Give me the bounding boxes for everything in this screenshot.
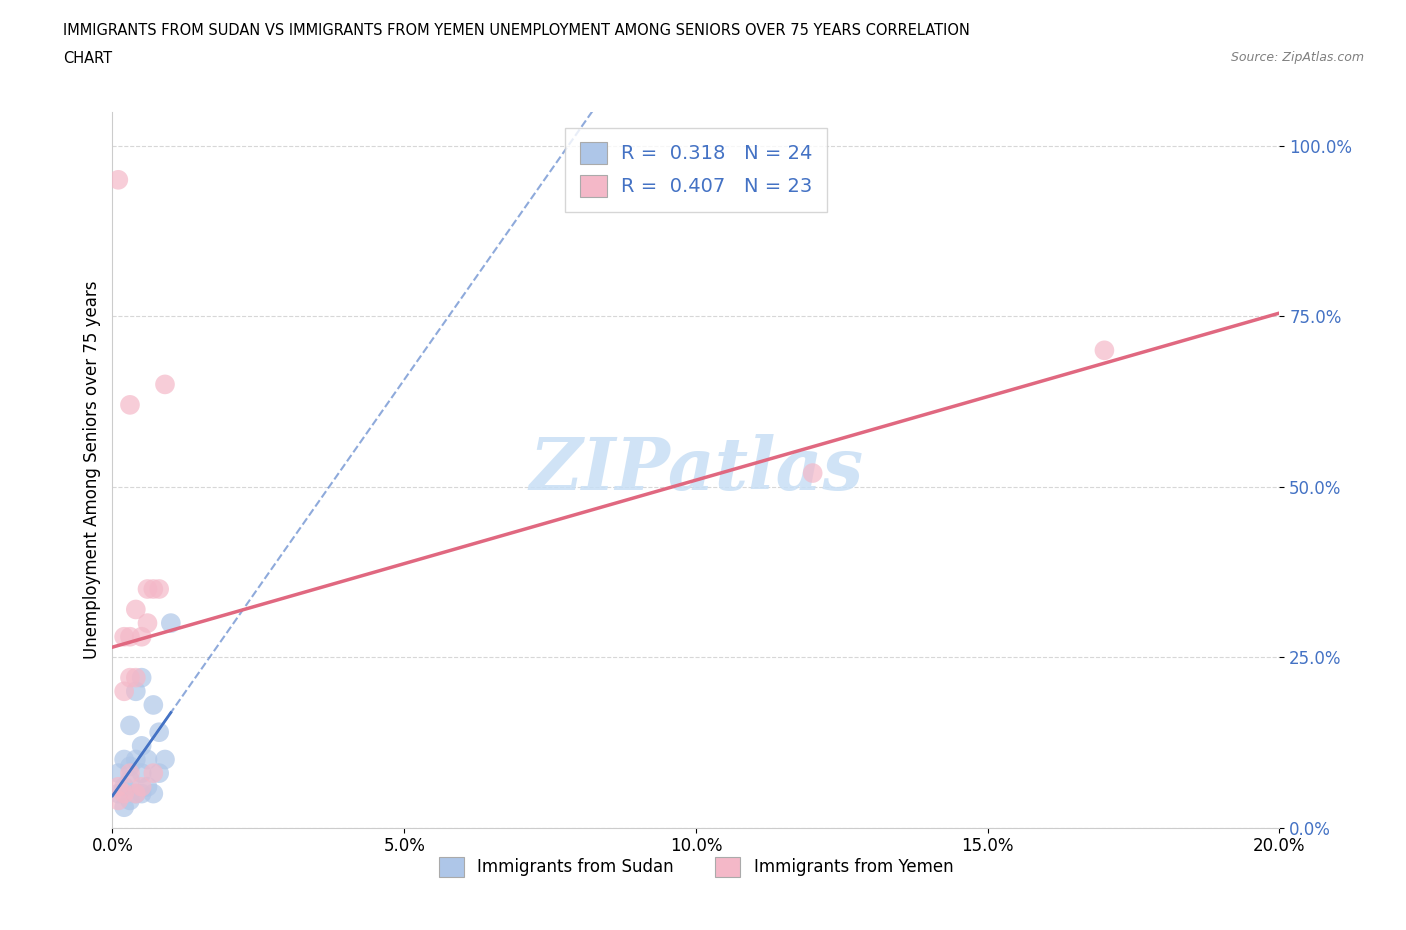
Point	[118, 759, 141, 774]
Point	[131, 738, 153, 753]
Point	[107, 172, 129, 187]
Point	[118, 671, 141, 685]
Point	[118, 765, 141, 780]
Point	[125, 671, 148, 685]
Point	[107, 786, 129, 801]
Text: CHART: CHART	[63, 51, 112, 66]
Y-axis label: Unemployment Among Seniors over 75 years: Unemployment Among Seniors over 75 years	[83, 281, 101, 658]
Point	[125, 684, 148, 698]
Legend: Immigrants from Sudan, Immigrants from Yemen: Immigrants from Sudan, Immigrants from Y…	[432, 850, 960, 883]
Point	[136, 752, 159, 767]
Point	[112, 779, 135, 794]
Point	[118, 630, 141, 644]
Point	[125, 752, 148, 767]
Point	[142, 765, 165, 780]
Point	[148, 581, 170, 596]
Point	[142, 698, 165, 712]
Point	[125, 786, 148, 801]
Point	[142, 786, 165, 801]
Point	[118, 773, 141, 788]
Point	[112, 786, 135, 801]
Point	[107, 765, 129, 780]
Point	[148, 765, 170, 780]
Point	[125, 786, 148, 801]
Point	[142, 581, 165, 596]
Point	[136, 581, 159, 596]
Point	[107, 779, 129, 794]
Point	[107, 793, 129, 808]
Point	[118, 793, 141, 808]
Point	[131, 630, 153, 644]
Point	[136, 616, 159, 631]
Point	[118, 397, 141, 412]
Point	[112, 630, 135, 644]
Point	[131, 779, 153, 794]
Text: IMMIGRANTS FROM SUDAN VS IMMIGRANTS FROM YEMEN UNEMPLOYMENT AMONG SENIORS OVER 7: IMMIGRANTS FROM SUDAN VS IMMIGRANTS FROM…	[63, 23, 970, 38]
Point	[118, 718, 141, 733]
Point	[136, 779, 159, 794]
Point	[801, 466, 824, 481]
Text: Source: ZipAtlas.com: Source: ZipAtlas.com	[1230, 51, 1364, 64]
Point	[153, 377, 176, 392]
Point	[160, 616, 183, 631]
Point	[112, 752, 135, 767]
Point	[131, 765, 153, 780]
Point	[112, 800, 135, 815]
Point	[125, 602, 148, 617]
Point	[112, 684, 135, 698]
Point	[131, 786, 153, 801]
Point	[131, 671, 153, 685]
Text: ZIPatlas: ZIPatlas	[529, 434, 863, 505]
Point	[148, 724, 170, 739]
Point	[1094, 343, 1116, 358]
Point	[153, 752, 176, 767]
